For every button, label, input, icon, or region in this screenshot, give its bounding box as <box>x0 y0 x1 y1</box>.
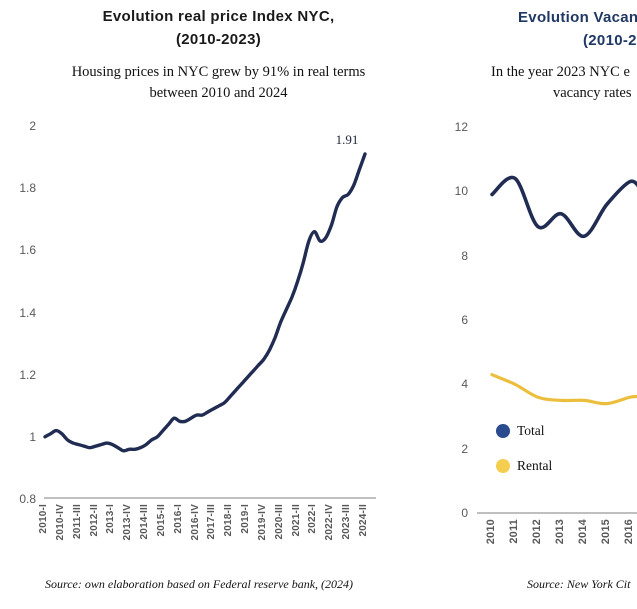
x-tick-label: 2024-II <box>358 504 369 537</box>
left-chart-title-line1: Evolution real price Index NYC, <box>102 8 335 25</box>
y-tick-label: 1.4 <box>19 305 36 320</box>
total-legend-dot <box>496 424 510 438</box>
y-tick-label: 1 <box>29 429 36 444</box>
rental-legend-dot <box>496 459 510 473</box>
x-tick-label: 2022-IV <box>324 504 336 541</box>
vacancy-total-line <box>490 175 637 239</box>
x-tick-label: 2016 <box>623 519 635 545</box>
y-tick-label: 2 <box>461 441 468 456</box>
y-tick-label: 8 <box>461 248 468 263</box>
x-tick-label: 2019-I <box>240 504 252 534</box>
left-x-axis-line <box>44 497 376 499</box>
x-tick-label: 2012 <box>531 519 543 545</box>
y-tick-label: 12 <box>454 119 468 134</box>
x-tick-label: 2015 <box>600 519 612 545</box>
x-tick-label: 2013-I <box>105 504 117 534</box>
x-tick-label: 2010 <box>485 519 497 545</box>
x-tick-label: 2016-I <box>172 504 184 534</box>
left-chart-subtitle-line2: between 2010 and 2024 <box>149 85 288 101</box>
y-tick-label: 10 <box>454 184 468 199</box>
left-chart-subtitle-line1: Housing prices in NYC grew by 91% in rea… <box>71 64 366 80</box>
y-tick-label: 2 <box>29 119 36 133</box>
y-tick-label: 1.6 <box>19 243 36 258</box>
x-tick-label: 2010-IV <box>54 504 66 541</box>
x-tick-label: 2022-I <box>307 504 319 534</box>
x-tick-label: 2014-III <box>139 504 151 540</box>
x-tick-label: 2016-IV <box>189 504 201 541</box>
y-tick-label: 0.8 <box>19 492 36 506</box>
x-tick-label: 2021-II <box>290 504 302 537</box>
right-x-axis-line <box>477 512 637 514</box>
x-tick-label: 2017-III <box>206 504 218 540</box>
x-tick-label: 2014 <box>577 519 589 545</box>
total-legend-label: Total <box>517 423 545 438</box>
x-tick-label: 2013-IV <box>122 504 134 541</box>
rental-legend-label: Rental <box>517 458 553 473</box>
y-tick-label: 1.8 <box>19 181 36 196</box>
right-chart-subtitle-line1: In the year 2023 NYC e <box>491 64 630 80</box>
right-chart-title-line2: (2010-2 <box>583 32 637 49</box>
x-tick-label: 2012-II <box>88 504 100 537</box>
end-value-label: 1.91 <box>335 132 359 147</box>
x-tick-label: 2011 <box>508 519 520 544</box>
price-index-line <box>43 152 367 453</box>
x-tick-label: 2015-II <box>155 504 167 537</box>
x-tick-label: 2019-IV <box>256 504 268 541</box>
x-tick-label: 2010-I <box>38 504 49 534</box>
right-source-text: Source: New York Cit <box>527 577 631 591</box>
y-tick-label: 1.2 <box>19 367 36 382</box>
y-tick-label: 6 <box>461 312 468 327</box>
y-tick-label: 4 <box>461 377 468 392</box>
x-tick-label: 2011-III <box>71 504 83 539</box>
x-tick-label: 2013 <box>554 519 566 545</box>
x-tick-label: 2020-III <box>273 504 285 540</box>
left-chart-title-line2: (2010-2023) <box>175 31 262 48</box>
x-tick-label: 2018-II <box>223 504 235 537</box>
left-source-text: Source: own elaboration based on Federal… <box>45 577 354 591</box>
x-tick-label: 2023-III <box>341 504 353 540</box>
y-tick-label: 0 <box>461 506 468 520</box>
right-chart-subtitle-line2: vacancy rates <box>553 85 632 101</box>
right-chart-title-line1: Evolution Vacan <box>518 9 637 26</box>
vacancy-rental-line <box>490 373 637 406</box>
